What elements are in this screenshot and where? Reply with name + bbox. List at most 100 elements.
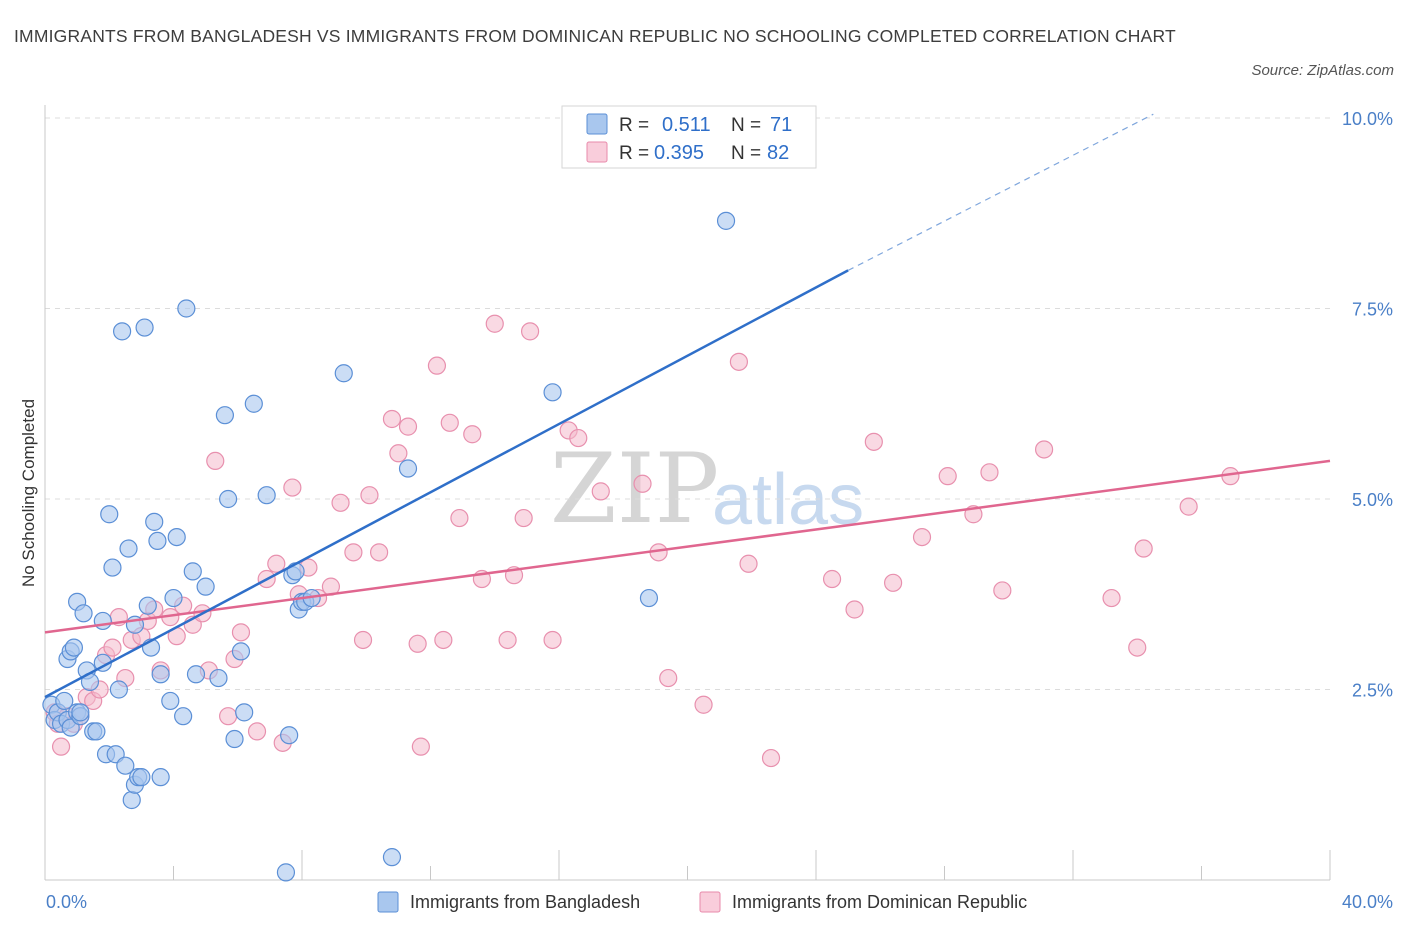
dominican-point-67: [761, 748, 781, 768]
bangladesh-point-51: [231, 642, 251, 661]
dominican-point-42: [389, 444, 408, 463]
dominican-point-52: [485, 314, 504, 333]
dominican-point-64: [694, 695, 713, 714]
dominican-point-68: [822, 569, 842, 589]
dominican-point-26: [231, 623, 251, 642]
dominican-point-23: [206, 451, 225, 470]
bangladesh-point-47: [209, 668, 228, 688]
bangladesh-point-56: [280, 726, 299, 745]
y-tick-label-0: 2.5%: [1352, 681, 1393, 701]
dominican-point-47: [434, 630, 453, 650]
watermark-atlas: atlas: [712, 460, 864, 540]
bangladesh-point-37: [151, 665, 170, 684]
dominican-point-31: [283, 478, 302, 497]
dominican-point-9: [103, 638, 122, 657]
y-axis-label: No Schooling Completed: [19, 399, 38, 587]
dominican-point-50: [463, 425, 482, 444]
legend-r-label-2: R =: [619, 143, 649, 164]
bangladesh-point-33: [138, 596, 157, 615]
bangladesh-point-32: [135, 318, 154, 337]
dominican-point-73: [938, 467, 957, 486]
bangladesh-point-70: [71, 703, 90, 722]
dominican-point-41: [382, 409, 402, 429]
bangladesh-point-48: [215, 406, 234, 425]
bangladesh-point-9: [64, 638, 84, 657]
dominican-point-49: [450, 508, 469, 528]
legend-swatch-dominican: [586, 141, 608, 163]
bangladesh-point-53: [244, 394, 263, 413]
correlation-legend: R = 0.511 N = 71 R = 0.395 N = 82: [561, 105, 817, 169]
legend-r-value-2: 0.395: [654, 142, 704, 164]
dominican-point-39: [360, 486, 379, 505]
bangladesh-point-19: [93, 611, 112, 631]
legend-r-value-1: 0.511: [662, 114, 711, 136]
dominican-point-80: [1134, 539, 1153, 558]
bangladesh-point-49: [219, 489, 238, 509]
bangladesh-trend-line: [44, 269, 849, 699]
grid-lines: [45, 117, 1330, 690]
x-tick-label-0: 0.0%: [46, 892, 87, 912]
dominican-point-27: [247, 722, 267, 741]
bangladesh-point-17: [87, 722, 106, 741]
bangladesh-point-50: [225, 729, 244, 749]
dominican-point-57: [543, 630, 562, 650]
legend-n-value-2: 82: [767, 142, 789, 164]
bangladesh-point-31: [132, 768, 151, 787]
dominican-point-56: [520, 322, 540, 341]
dominican-point-77: [1034, 440, 1054, 459]
bangladesh-point-54: [257, 486, 276, 505]
bangladesh-point-64: [382, 848, 402, 867]
bangladesh-point-63: [334, 364, 353, 383]
bangladesh-point-42: [174, 707, 193, 726]
dominican-point-38: [353, 630, 373, 650]
dominican-point-48: [440, 413, 459, 432]
legend-swatch-bangladesh: [586, 113, 608, 135]
bangladesh-point-45: [186, 665, 206, 684]
dominican-point-70: [864, 432, 883, 451]
bangladesh-point-35: [145, 512, 164, 531]
bangladesh-point-22: [103, 558, 122, 577]
dominican-point-60: [591, 482, 610, 501]
y-tick-label-2: 7.5%: [1352, 300, 1393, 320]
bottom-legend-swatch-bangladesh: [377, 891, 399, 913]
dominican-point-63: [659, 668, 678, 688]
bangladesh-point-26: [119, 539, 138, 558]
dominican-point-78: [1102, 588, 1121, 608]
dominican-trend-line: [44, 459, 1331, 634]
axes: [44, 105, 1331, 881]
legend-r-label-1: R =: [619, 115, 649, 136]
dominican-point-37: [344, 543, 363, 562]
bangladesh-point-41: [167, 527, 186, 547]
dominican-point-45: [411, 737, 430, 756]
dominican-point-79: [1128, 638, 1147, 657]
legend-n-label-2: N =: [731, 143, 761, 164]
dominican-point-1: [51, 737, 71, 756]
series-legend: Immigrants from Bangladesh Immigrants fr…: [377, 891, 1027, 913]
dominican-point-69: [845, 600, 864, 619]
watermark-zip: ZIP: [550, 433, 719, 545]
dominican-point-53: [498, 630, 517, 650]
bangladesh-point-4: [55, 691, 74, 711]
y-tick-label-1: 5.0%: [1352, 490, 1393, 510]
bottom-legend-label-bangladesh: Immigrants from Bangladesh: [410, 892, 640, 912]
dominican-point-43: [398, 417, 418, 436]
bangladesh-point-36: [148, 531, 167, 551]
bangladesh-point-69: [112, 322, 132, 341]
legend-n-label-1: N =: [731, 115, 761, 136]
dominican-point-44: [408, 634, 427, 653]
dominican-point-75: [980, 463, 999, 482]
bangladesh-point-46: [196, 577, 215, 596]
bangladesh-trend-extension: [847, 113, 1154, 271]
y-tick-label-3: 10.0%: [1342, 109, 1393, 129]
bangladesh-point-43: [177, 299, 196, 318]
dominican-point-66: [739, 554, 758, 573]
chart-title: IMMIGRANTS FROM BANGLADESH VS IMMIGRANTS…: [14, 26, 1176, 46]
tick-labels: 2.5% 5.0% 7.5% 10.0% 0.0% 40.0%: [46, 109, 1393, 912]
bangladesh-point-55: [276, 863, 296, 882]
dominican-point-65: [729, 352, 749, 371]
legend-n-value-1: 71: [770, 114, 792, 136]
dominican-point-40: [370, 543, 389, 562]
dominican-point-24: [219, 707, 238, 726]
dominican-point-76: [993, 581, 1012, 600]
